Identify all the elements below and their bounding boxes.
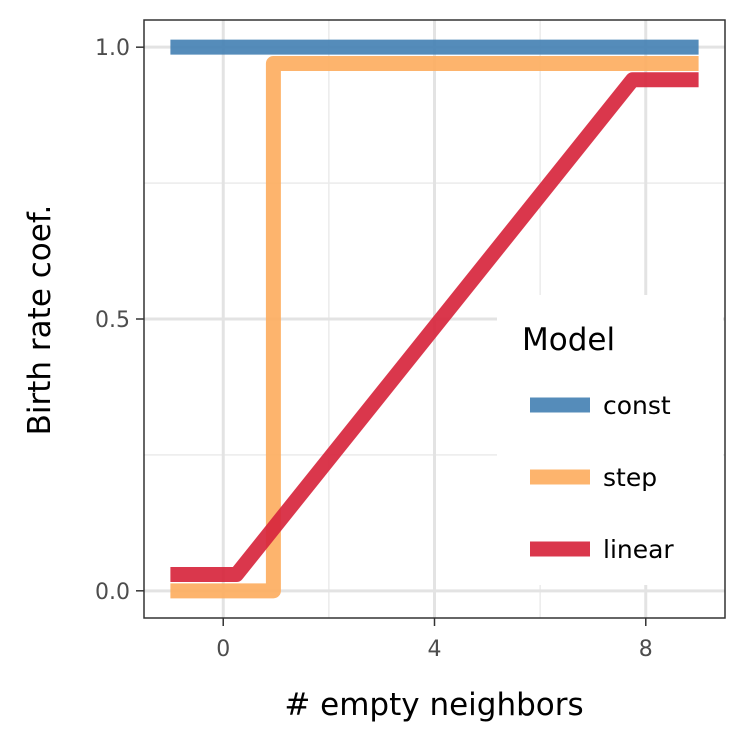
y-axis-title: Birth rate coef. (22, 205, 58, 436)
series-linear-line (170, 72, 699, 583)
x-axis-title: # empty neighbors (284, 687, 583, 723)
y-tick-label: 0.5 (95, 308, 130, 333)
x-tick-label: 0 (216, 637, 230, 662)
legend-label-const: const (603, 391, 671, 420)
y-tick-label: 1.0 (95, 36, 130, 61)
series-step-line (170, 55, 699, 599)
legend-label-linear: linear (603, 535, 674, 564)
axis-ticks: 0 4 8 0.0 0.5 1.0 (95, 36, 653, 662)
legend-background (497, 295, 723, 585)
series-lines (170, 39, 699, 599)
x-tick-label: 8 (639, 637, 653, 662)
y-tick-label: 0.0 (95, 580, 130, 605)
legend-items: const step linear (530, 391, 674, 564)
legend-label-step: step (603, 463, 657, 492)
legend-title: Model (522, 322, 615, 358)
x-tick-label: 4 (428, 637, 442, 662)
legend: Model const step linear (497, 295, 723, 585)
